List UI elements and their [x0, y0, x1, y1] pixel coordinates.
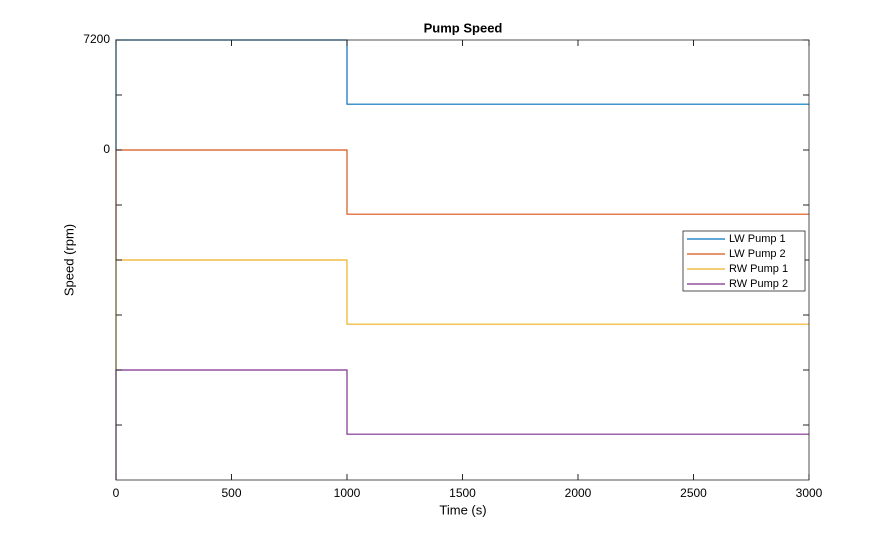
x-tick-label: 0 [113, 486, 120, 500]
x-tick-label: 1500 [449, 486, 476, 500]
legend-label: RW Pump 1 [729, 263, 788, 275]
legend-label: LW Pump 2 [729, 248, 786, 260]
y-tick-label: 7200 [83, 32, 110, 46]
y-tick-label: 0 [103, 142, 110, 156]
x-tick-label: 2500 [680, 486, 707, 500]
x-tick-label: 2000 [565, 486, 592, 500]
x-tick-label: 3000 [796, 486, 823, 500]
legend-label: RW Pump 2 [729, 278, 788, 290]
y-axis-label: Speed (rpm) [61, 224, 76, 296]
x-axis-label: Time (s) [439, 502, 486, 517]
legend-label: LW Pump 1 [729, 233, 786, 245]
legend-box [682, 230, 806, 292]
x-tick-label: 500 [221, 486, 241, 500]
chart-title: Pump Speed [424, 20, 503, 35]
x-tick-label: 1000 [334, 486, 361, 500]
